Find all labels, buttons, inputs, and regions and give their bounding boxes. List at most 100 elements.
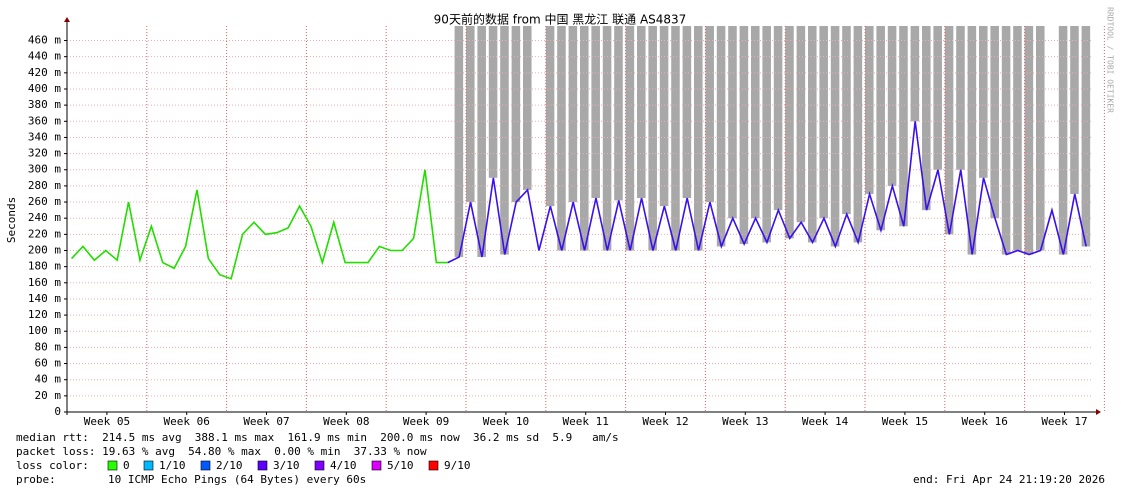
smoke-band: [454, 26, 464, 257]
y-tick-label: 320 m: [28, 147, 61, 160]
smoke-band: [762, 26, 771, 243]
y-tick-label: 140 m: [28, 292, 61, 305]
x-tick-label: Week 10: [483, 415, 529, 428]
y-tick-label: 0: [54, 405, 61, 418]
end-time: end: Fri Apr 24 21:19:20 2026: [913, 473, 1105, 486]
smoke-band: [865, 26, 874, 194]
y-tick-label: 400 m: [28, 82, 61, 95]
x-tick-label: Week 15: [882, 415, 928, 428]
y-tick-label: 440 m: [28, 50, 61, 63]
loss-swatch-label: 0: [123, 459, 130, 472]
smoke-band: [990, 26, 999, 219]
chart-title: 90天前的数据 from 中国 黑龙江 联通 AS4837: [434, 12, 687, 27]
smoke-band: [716, 26, 726, 247]
smoke-band: [830, 26, 840, 247]
smoke-band: [842, 26, 851, 215]
smoke-band: [1058, 26, 1068, 255]
smoke-band: [568, 26, 578, 203]
smoke-band: [773, 26, 783, 211]
y-axis-label: Seconds: [5, 197, 18, 243]
smoke-band: [933, 26, 942, 170]
smoke-band: [523, 26, 532, 190]
smoke-band: [785, 26, 794, 239]
loss-swatch-label: 1/10: [159, 459, 186, 472]
smoke-band: [956, 26, 965, 170]
loss-swatch: [257, 460, 268, 471]
stats-rtt: median rtt: 214.5 ms avg 388.1 ms max 16…: [16, 431, 619, 444]
probe-label: probe:: [16, 473, 56, 486]
y-tick-label: 360 m: [28, 114, 61, 127]
smoke-band: [466, 26, 475, 203]
smoke-band: [557, 26, 566, 251]
y-tick-label: 40 m: [35, 373, 62, 386]
smoke-band: [1081, 26, 1091, 247]
loss-swatch-label: 2/10: [216, 459, 243, 472]
y-tick-label: 220 m: [28, 227, 61, 240]
y-tick-label: 300 m: [28, 163, 61, 176]
axis-arrow: [64, 17, 70, 22]
smoke-band: [671, 26, 680, 251]
loss-swatch-label: 5/10: [387, 459, 414, 472]
smoke-band: [728, 26, 737, 219]
loss-swatch-label: 4/10: [330, 459, 357, 472]
loss-label: loss color:: [16, 459, 89, 472]
smoke-band: [887, 26, 897, 186]
y-tick-label: 180 m: [28, 260, 61, 273]
y-tick-label: 60 m: [35, 357, 62, 370]
loss-swatch: [143, 460, 154, 471]
x-tick-label: Week 09: [403, 415, 449, 428]
smoke-band: [1024, 26, 1034, 255]
smoke-band: [648, 26, 657, 251]
y-tick-label: 260 m: [28, 195, 61, 208]
x-tick-label: Week 11: [563, 415, 609, 428]
smoke-band: [614, 26, 623, 201]
smoke-band: [694, 26, 703, 251]
smoke-band: [580, 26, 589, 251]
y-tick-label: 460 m: [28, 34, 61, 47]
smoke-band: [500, 26, 509, 255]
smoke-band: [545, 26, 555, 207]
smoke-band: [625, 26, 635, 251]
smoke-band: [477, 26, 486, 257]
stats-loss: packet loss: 19.63 % avg 54.80 % max 0.0…: [16, 445, 427, 458]
smoke-band: [682, 26, 692, 199]
y-tick-label: 100 m: [28, 324, 61, 337]
smoke-band: [1036, 26, 1045, 251]
smoke-band: [944, 26, 954, 235]
smoke-band: [808, 26, 817, 243]
y-tick-label: 280 m: [28, 179, 61, 192]
rtt-line: [70, 169, 448, 280]
x-tick-label: Week 13: [722, 415, 768, 428]
loss-swatch: [107, 460, 118, 471]
y-tick-label: 120 m: [28, 308, 61, 321]
smoke-band: [979, 26, 988, 178]
smoke-band: [511, 26, 521, 203]
smoke-band: [796, 26, 806, 223]
smoke-band: [899, 26, 908, 227]
rtt-line: [447, 121, 1087, 264]
smoke-band: [739, 26, 749, 245]
x-tick-label: Week 07: [243, 415, 289, 428]
y-tick-label: 420 m: [28, 66, 61, 79]
smoke-band: [1001, 26, 1011, 255]
y-tick-label: 200 m: [28, 243, 61, 256]
x-tick-label: Week 17: [1041, 415, 1087, 428]
side-text: RRDTOOL / TOBI OETIKER: [1106, 7, 1115, 113]
x-tick-label: Week 16: [962, 415, 1008, 428]
loss-swatch: [371, 460, 382, 471]
loss-swatch-label: 9/10: [444, 459, 471, 472]
smoke-band: [922, 26, 931, 211]
x-tick-label: Week 08: [323, 415, 369, 428]
x-tick-label: Week 05: [84, 415, 130, 428]
smoke-band: [637, 26, 646, 199]
smoke-band: [853, 26, 863, 243]
smoke-band: [1070, 26, 1079, 194]
x-tick-label: Week 14: [802, 415, 849, 428]
axis-arrow: [1096, 409, 1101, 415]
y-tick-label: 160 m: [28, 276, 61, 289]
smoke-band: [819, 26, 828, 219]
y-tick-label: 80 m: [35, 340, 62, 353]
smoke-band: [876, 26, 885, 231]
y-tick-label: 340 m: [28, 130, 61, 143]
